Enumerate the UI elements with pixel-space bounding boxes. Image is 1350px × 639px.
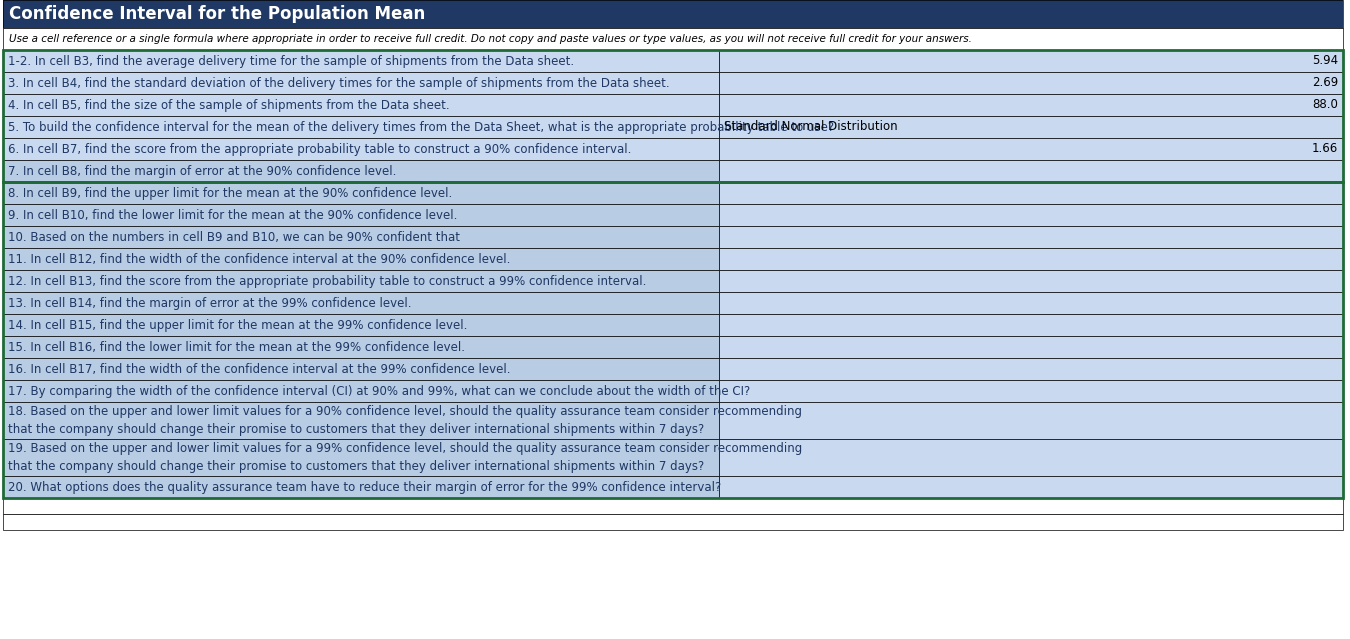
Text: 6. In cell B7, find the score from the appropriate probability table to construc: 6. In cell B7, find the score from the a… [8, 142, 632, 155]
Bar [3, 94, 720, 116]
Bar [3, 402, 720, 439]
Text: 88.0: 88.0 [1312, 98, 1338, 111]
Bar [720, 270, 1343, 292]
Text: 20. What options does the quality assurance team have to reduce their margin of : 20. What options does the quality assura… [8, 481, 721, 493]
Bar [720, 160, 1343, 182]
Text: 10. Based on the numbers in cell B9 and B10, we can be 90% confident that: 10. Based on the numbers in cell B9 and … [8, 231, 460, 243]
Bar [3, 358, 720, 380]
Bar [720, 292, 1343, 314]
Text: 1.66: 1.66 [1312, 142, 1338, 155]
Text: that the company should change their promise to customers that they deliver inte: that the company should change their pro… [8, 459, 705, 472]
Bar [720, 50, 1343, 72]
Text: 14. In cell B15, find the upper limit for the mean at the 99% confidence level.: 14. In cell B15, find the upper limit fo… [8, 318, 467, 332]
Text: 7. In cell B8, find the margin of error at the 90% confidence level.: 7. In cell B8, find the margin of error … [8, 164, 397, 178]
Bar [720, 380, 1343, 402]
Bar [720, 204, 1343, 226]
Bar [3, 336, 720, 358]
Text: 8. In cell B9, find the upper limit for the mean at the 90% confidence level.: 8. In cell B9, find the upper limit for … [8, 187, 452, 199]
Text: 1-2. In cell B3, find the average delivery time for the sample of shipments from: 1-2. In cell B3, find the average delive… [8, 54, 574, 68]
Bar [720, 226, 1343, 248]
Bar [3, 226, 720, 248]
Bar [3, 50, 1343, 182]
Bar [3, 182, 720, 204]
Bar [720, 358, 1343, 380]
Bar [3, 476, 720, 498]
Bar [3, 514, 1343, 530]
Text: 9. In cell B10, find the lower limit for the mean at the 90% confidence level.: 9. In cell B10, find the lower limit for… [8, 208, 458, 222]
Bar [720, 476, 1343, 498]
Bar [3, 50, 720, 72]
Bar [720, 439, 1343, 476]
Bar [3, 439, 720, 476]
Text: 4. In cell B5, find the size of the sample of shipments from the Data sheet.: 4. In cell B5, find the size of the samp… [8, 98, 450, 111]
Bar [3, 160, 720, 182]
Bar [3, 248, 720, 270]
Bar [720, 138, 1343, 160]
Text: 15. In cell B16, find the lower limit for the mean at the 99% confidence level.: 15. In cell B16, find the lower limit fo… [8, 341, 464, 353]
Text: 11. In cell B12, find the width of the confidence interval at the 90% confidence: 11. In cell B12, find the width of the c… [8, 252, 510, 265]
Text: Use a cell reference or a single formula where appropriate in order to receive f: Use a cell reference or a single formula… [9, 34, 972, 44]
Bar [720, 402, 1343, 439]
Bar [3, 204, 720, 226]
Bar [720, 248, 1343, 270]
Text: 13. In cell B14, find the margin of error at the 99% confidence level.: 13. In cell B14, find the margin of erro… [8, 296, 412, 309]
Text: 17. By comparing the width of the confidence interval (CI) at 90% and 99%, what : 17. By comparing the width of the confid… [8, 385, 751, 397]
Text: Standard Normal Distribution: Standard Normal Distribution [724, 121, 898, 134]
Bar [3, 0, 1343, 28]
Bar [3, 380, 720, 402]
Text: 5.94: 5.94 [1312, 54, 1338, 68]
Bar [3, 28, 1343, 50]
Bar [720, 182, 1343, 204]
Text: 2.69: 2.69 [1312, 77, 1338, 89]
Text: 3. In cell B4, find the standard deviation of the delivery times for the sample : 3. In cell B4, find the standard deviati… [8, 77, 670, 89]
Text: 12. In cell B13, find the score from the appropriate probability table to constr: 12. In cell B13, find the score from the… [8, 275, 647, 288]
Bar [720, 116, 1343, 138]
Bar [3, 270, 720, 292]
Bar [720, 72, 1343, 94]
Bar [3, 314, 720, 336]
Bar [3, 116, 720, 138]
Bar [720, 336, 1343, 358]
Bar [3, 292, 720, 314]
Text: 19. Based on the upper and lower limit values for a 99% confidence level, should: 19. Based on the upper and lower limit v… [8, 442, 802, 456]
Text: Confidence Interval for the Population Mean: Confidence Interval for the Population M… [9, 5, 425, 23]
Bar [3, 72, 720, 94]
Text: that the company should change their promise to customers that they deliver inte: that the company should change their pro… [8, 422, 705, 436]
Bar [3, 138, 720, 160]
Text: 16. In cell B17, find the width of the confidence interval at the 99% confidence: 16. In cell B17, find the width of the c… [8, 362, 510, 376]
Bar [3, 182, 1343, 498]
Text: 5. To build the confidence interval for the mean of the delivery times from the : 5. To build the confidence interval for … [8, 121, 834, 134]
Bar [720, 94, 1343, 116]
Text: 18. Based on the upper and lower limit values for a 90% confidence level, should: 18. Based on the upper and lower limit v… [8, 406, 802, 419]
Bar [3, 0, 1343, 28]
Bar [3, 498, 1343, 514]
Bar [720, 314, 1343, 336]
